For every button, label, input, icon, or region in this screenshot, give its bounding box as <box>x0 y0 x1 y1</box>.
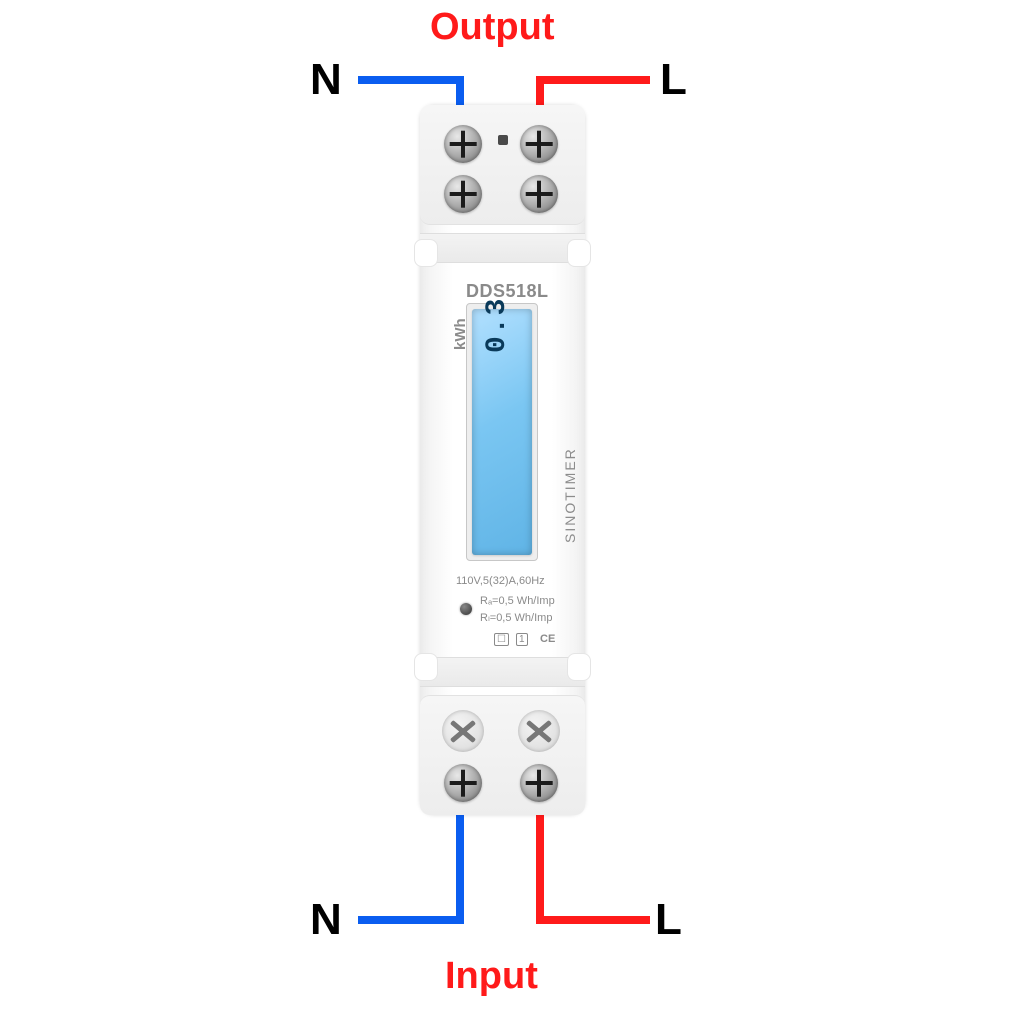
rail-notch-top-l <box>414 239 438 267</box>
terminal-screw-in-n <box>444 764 482 802</box>
lcd-display: 0.3 <box>472 309 532 555</box>
energy-meter: DDS518L kWh 0.3 SINOTIMER 110V,5(32)A,60… <box>420 105 585 815</box>
cert-1: 1 <box>516 633 528 646</box>
class-symbol: ☐ <box>494 633 509 646</box>
bottom-terminal-block <box>420 695 585 815</box>
terminal-screw-out-l <box>520 125 558 163</box>
body-step-bottom <box>420 657 585 687</box>
body-step-top <box>420 233 585 263</box>
spec-rl: Rₗ=0,5 Wh/Imp <box>480 611 552 624</box>
brand-label: SINOTIMER <box>562 447 578 543</box>
ce-mark: CE <box>540 633 555 645</box>
top-terminal-block <box>420 105 585 225</box>
wiring-diagram: Output Input N L N L DDS518L kWh <box>0 0 1010 1010</box>
vent-bottom-r <box>518 710 560 752</box>
body-screw-top-r <box>520 175 558 213</box>
rail-notch-bot-r <box>567 653 591 681</box>
lcd-reading: 0.3 <box>482 297 513 353</box>
spec-ra: Rₐ=0,5 Wh/Imp <box>480 595 555 607</box>
terminal-screw-out-n <box>444 125 482 163</box>
top-indicator-dot <box>498 135 508 145</box>
spec-rating: 110V,5(32)A,60Hz <box>456 575 545 587</box>
pulse-led <box>460 603 472 615</box>
vent-bottom-l <box>442 710 484 752</box>
body-screw-top-l <box>444 175 482 213</box>
rail-notch-top-r <box>567 239 591 267</box>
rail-notch-bot-l <box>414 653 438 681</box>
terminal-screw-in-l <box>520 764 558 802</box>
